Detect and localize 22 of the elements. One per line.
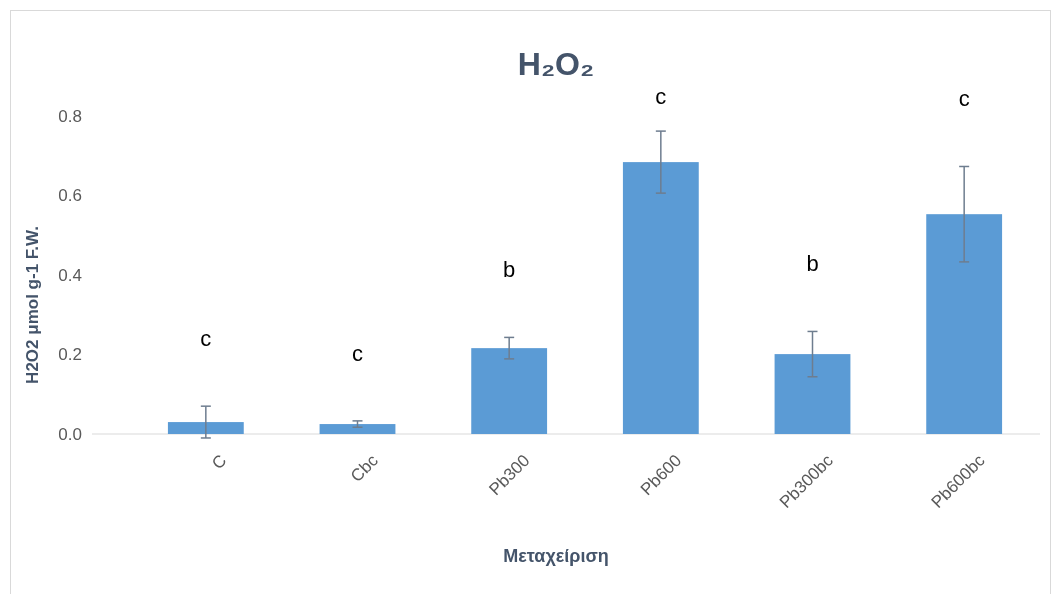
x-axis-title: Μεταχείριση bbox=[503, 546, 609, 566]
annotation: c bbox=[352, 340, 363, 366]
annotation: c bbox=[200, 325, 212, 351]
x-tick-label: Cbc bbox=[347, 450, 383, 486]
bar bbox=[622, 162, 699, 434]
bar bbox=[167, 422, 244, 434]
y-tick-label: 0.2 bbox=[58, 345, 82, 365]
y-tick-label: 0.6 bbox=[58, 186, 82, 206]
text: c bbox=[655, 83, 667, 109]
annotation: b bbox=[503, 257, 516, 283]
y-tick-label: 0.4 bbox=[58, 265, 82, 285]
bar bbox=[774, 354, 851, 434]
text: c bbox=[958, 86, 970, 112]
annotation: b bbox=[806, 251, 819, 277]
y-tick-label: 0.0 bbox=[58, 424, 82, 444]
chart-title: H₂O₂ bbox=[517, 46, 595, 82]
y-axis-title: H2O2 μmol g-1 F.W. bbox=[23, 226, 42, 384]
x-tick-label: C bbox=[208, 450, 231, 474]
bar bbox=[471, 348, 548, 434]
bar bbox=[926, 214, 1003, 434]
bar bbox=[319, 424, 396, 434]
y-tick-label: 0.8 bbox=[58, 106, 82, 126]
